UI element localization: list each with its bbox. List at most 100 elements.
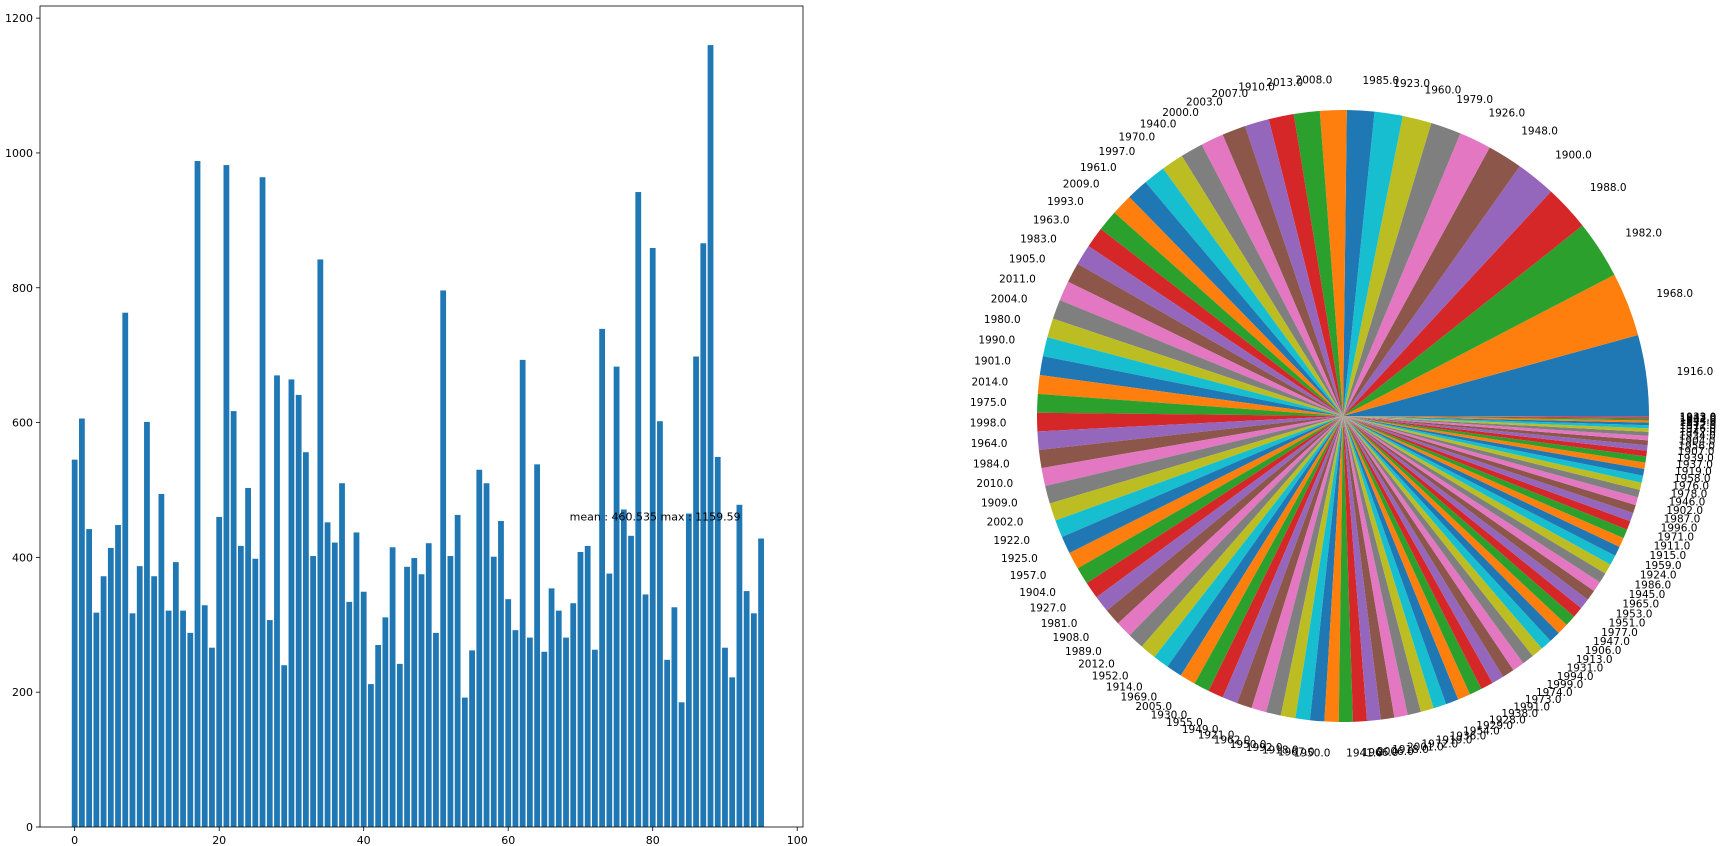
bar-22 <box>230 411 237 827</box>
pie-label-24: 1983.0 <box>1020 234 1057 246</box>
bar-81 <box>657 421 663 827</box>
pie-slice-114 <box>1343 416 1650 418</box>
bar-25 <box>252 558 259 827</box>
bar-x-tick-label: 80 <box>646 834 660 846</box>
pie-label-109: 1976.0 <box>1679 423 1716 435</box>
pie-label-62: 1941.0 <box>1346 748 1383 760</box>
pie-label-89: 1924.0 <box>1640 570 1677 582</box>
pie-slice-58 <box>1280 416 1343 719</box>
pie-slice-95 <box>1343 416 1636 514</box>
pie-label-36: 2010.0 <box>976 478 1013 490</box>
bar-67 <box>555 610 562 827</box>
pie-label-80: 1913.0 <box>1576 654 1613 666</box>
pie-label-7: 1979.0 <box>1456 94 1493 106</box>
bar-36 <box>331 542 338 827</box>
bar-42 <box>375 645 382 827</box>
bar-x-tick-label: 40 <box>357 834 371 846</box>
pie-label-65: 1918.0 <box>1392 744 1429 756</box>
bar-95 <box>758 538 764 827</box>
pie-label-54: 1949.0 <box>1182 724 1219 736</box>
pie-label-31: 2014.0 <box>971 376 1008 388</box>
pie-slice-0 <box>1343 335 1649 416</box>
pie-label-90: 1959.0 <box>1645 560 1682 572</box>
pie-slice-54 <box>1222 416 1343 704</box>
bar-26 <box>259 177 266 827</box>
bar-54 <box>461 697 468 827</box>
bar-chart: 0 20 40 60 80 100 0 200 400 600 800 1000 1200 mean … <box>5 5 808 846</box>
bar-38 <box>346 601 353 827</box>
pie-label-38: 2002.0 <box>987 517 1024 529</box>
pie-slice-80 <box>1343 416 1559 641</box>
pie-label-26: 2011.0 <box>999 273 1036 285</box>
pie-slice-10 <box>1343 110 1375 417</box>
bar-14 <box>172 562 179 827</box>
pie-slice-24 <box>1077 246 1343 416</box>
pie-slice-36 <box>1041 416 1343 487</box>
bar-60 <box>505 599 512 827</box>
pie-slice-111 <box>1343 416 1649 423</box>
pie-label-53: 1955.0 <box>1166 717 1203 729</box>
pie-slice-103 <box>1343 416 1648 457</box>
bar-x-ticks: 0 20 40 60 80 100 <box>71 827 808 846</box>
pie-slice-104 <box>1343 416 1648 451</box>
pie-slice-65 <box>1343 416 1395 720</box>
pie-slice-91 <box>1343 416 1624 547</box>
pie-slice-112 <box>1343 416 1649 421</box>
bar-74 <box>606 573 613 827</box>
bar-19 <box>209 647 215 827</box>
bar-76 <box>620 509 627 827</box>
pie-label-81: 1906.0 <box>1585 645 1622 657</box>
pie-label-17: 1940.0 <box>1140 118 1177 130</box>
pie-label-75: 1973.0 <box>1525 694 1562 706</box>
pie-slice-62 <box>1338 416 1353 723</box>
bar-23 <box>237 545 244 827</box>
pie-label-45: 1908.0 <box>1053 632 1090 644</box>
pie-label-104: 1907.0 <box>1678 446 1715 458</box>
bar-15 <box>180 610 186 827</box>
pie-slice-18 <box>1163 155 1343 417</box>
pie-slice-85 <box>1343 416 1595 600</box>
pie-slice-77 <box>1343 416 1533 664</box>
pie-label-59: 1918.0 <box>1262 745 1299 757</box>
bar-92 <box>736 504 743 827</box>
pie-slice-76 <box>1343 416 1524 671</box>
pie-label-42: 1904.0 <box>1019 587 1056 599</box>
bar-axes-frame <box>39 5 804 828</box>
pie-slice-16 <box>1201 134 1343 416</box>
pie-slice-106 <box>1343 416 1649 441</box>
pie-label-93: 1971.0 <box>1657 531 1694 543</box>
pie-slice-41 <box>1069 416 1343 569</box>
pie-label-100: 1958.0 <box>1674 473 1711 485</box>
pie-slice-46 <box>1117 416 1343 636</box>
pie-slice-20 <box>1129 182 1343 416</box>
pie-label-18: 1970.0 <box>1118 132 1155 144</box>
bar-y-tick-label: 1200 <box>5 12 33 25</box>
pie-label-73: 1938.0 <box>1501 708 1538 720</box>
pie-label-95: 1987.0 <box>1664 513 1701 525</box>
pie-slice-4 <box>1343 166 1551 416</box>
pie-slice-82 <box>1343 416 1575 625</box>
pie-label-78: 1994.0 <box>1557 671 1594 683</box>
pie-label-74: 1991.0 <box>1513 701 1550 713</box>
pie-slice-90 <box>1343 416 1620 556</box>
pie-slice-22 <box>1100 212 1343 416</box>
pie-label-57: 1950.0 <box>1230 739 1267 751</box>
pie-slice-102 <box>1343 416 1647 463</box>
pie-slice-17 <box>1181 144 1343 416</box>
pie-label-71: 1929.0 <box>1476 720 1513 732</box>
pie-label-29: 1990.0 <box>978 335 1015 347</box>
bar-87 <box>700 243 707 827</box>
bar-34 <box>317 259 324 827</box>
pie-slice-34 <box>1037 416 1343 450</box>
bar-84 <box>678 702 685 827</box>
pie-label-19: 1997.0 <box>1099 146 1136 158</box>
bar-x-tick-label: 100 <box>787 834 808 846</box>
pie-label-0: 1916.0 <box>1677 366 1714 378</box>
pie-label-37: 1909.0 <box>981 498 1018 510</box>
pie-slice-15 <box>1222 126 1343 417</box>
pie-slice-35 <box>1038 416 1343 469</box>
pie-label-115: 1933.0 <box>1680 411 1717 423</box>
pie-label-3: 1988.0 <box>1590 182 1627 194</box>
bar-66 <box>548 588 555 827</box>
pie-label-15: 2003.0 <box>1186 97 1223 109</box>
